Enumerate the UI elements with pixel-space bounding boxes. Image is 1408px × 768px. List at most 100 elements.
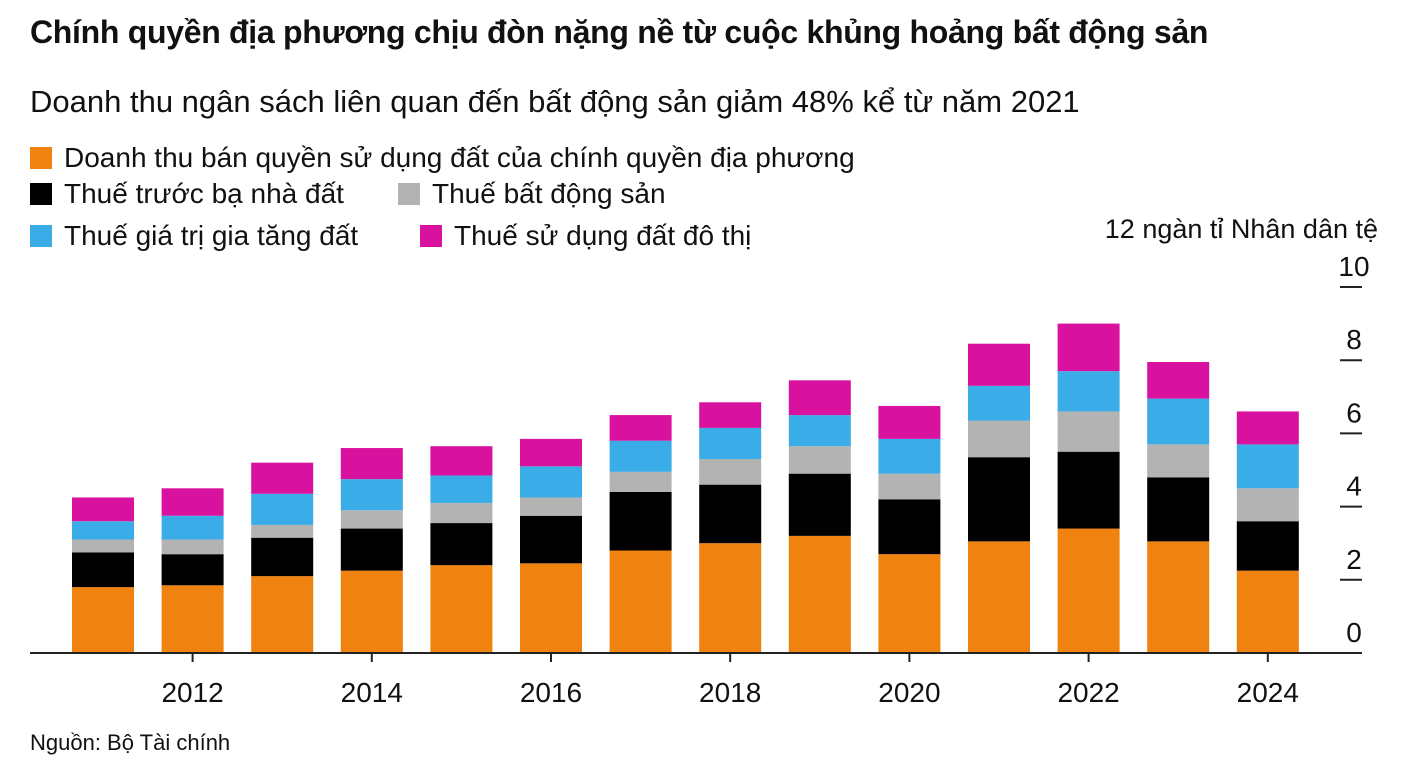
bar-segment-2017-series-2: [609, 471, 672, 492]
bar-segment-2022-series-2: [1057, 411, 1120, 452]
bar-segment-2021-series-1: [968, 457, 1030, 542]
legend-item-property-tax: Thuế bất động sản: [398, 178, 666, 210]
bar-segment-2014-series-4: [340, 448, 403, 480]
y-tick-label-0: 0: [1346, 617, 1362, 648]
legend-swatch: [30, 183, 52, 205]
bar-segment-2013-series-4: [251, 462, 314, 494]
bar-segment-2021-series-0: [968, 541, 1030, 653]
bar-segment-2024-series-1: [1236, 521, 1299, 571]
bar-segment-2014-series-1: [340, 528, 403, 571]
bar-segment-2023-series-2: [1147, 444, 1210, 478]
legend-swatch: [398, 183, 420, 205]
bar-segment-2018-series-1: [699, 484, 762, 544]
bar-segment-2021-series-3: [968, 385, 1030, 421]
legend-item-land-vat: Thuế giá trị gia tăng đất: [30, 220, 358, 252]
bar-segment-2022-series-1: [1057, 451, 1120, 529]
bar-segment-2024-series-4: [1236, 411, 1299, 445]
bar-segment-2023-series-4: [1147, 362, 1210, 399]
chart-subtitle: Doanh thu ngân sách liên quan đến bất độ…: [30, 84, 1080, 119]
bar-segment-2013-series-0: [251, 576, 314, 653]
bar-segment-2017-series-1: [609, 491, 672, 551]
bar-segment-2016-series-3: [520, 466, 582, 498]
x-tick-label-2014: 2014: [341, 677, 403, 708]
bar-segment-2012-series-3: [161, 515, 224, 540]
y-tick-label-2: 2: [1346, 544, 1362, 575]
bar-segment-2024-series-0: [1236, 570, 1299, 653]
bar-segment-2015-series-1: [430, 523, 493, 566]
bar-segment-2014-series-3: [340, 479, 403, 511]
legend-swatch: [30, 147, 52, 169]
bar-segment-2011-series-2: [72, 539, 134, 553]
bar-segment-2014-series-2: [340, 510, 403, 529]
bar-segment-2021-series-2: [968, 420, 1030, 458]
y-tick-label-8: 8: [1346, 324, 1362, 355]
bar-segment-2016-series-4: [520, 438, 582, 467]
bar-segment-2019-series-0: [788, 535, 851, 653]
bar-segment-2012-series-2: [161, 539, 224, 555]
bar-segment-2015-series-3: [430, 475, 493, 503]
bar-segment-2024-series-3: [1236, 444, 1299, 489]
bar-segment-2021-series-4: [968, 343, 1030, 386]
source-note: Nguồn: Bộ Tài chính: [30, 730, 231, 755]
x-tick-label-2020: 2020: [878, 677, 940, 708]
bar-segment-2023-series-0: [1147, 541, 1210, 653]
bar-segment-2022-series-4: [1057, 323, 1120, 372]
legend-item-urban-land-tax: Thuế sử dụng đất đô thị: [420, 220, 751, 252]
y-tick-label-6: 6: [1346, 397, 1362, 428]
y-tick-label-4: 4: [1346, 471, 1362, 502]
bar-segment-2012-series-1: [161, 554, 224, 586]
legend-label: Doanh thu bán quyền sử dụng đất của chín…: [64, 142, 855, 173]
bar-segment-2017-series-3: [609, 440, 672, 472]
legend-swatch: [30, 225, 52, 247]
bar-segment-2013-series-2: [251, 524, 314, 538]
bar-segment-2016-series-2: [520, 497, 582, 516]
bar-segment-2019-series-3: [788, 415, 851, 447]
bar-segment-2012-series-0: [161, 585, 224, 653]
x-tick-label-2022: 2022: [1057, 677, 1119, 708]
bar-segment-2011-series-1: [72, 552, 134, 588]
bar-segment-2015-series-4: [430, 446, 493, 476]
bar-segment-2011-series-0: [72, 587, 134, 653]
bar-segment-2020-series-2: [878, 473, 941, 500]
bar-segment-2023-series-3: [1147, 398, 1210, 445]
bar-segment-2020-series-4: [878, 405, 941, 439]
legend-label: Thuế bất động sản: [432, 178, 666, 209]
bar-segment-2020-series-3: [878, 438, 941, 474]
bar-segment-2015-series-2: [430, 502, 493, 524]
bar-segment-2019-series-1: [788, 473, 851, 536]
bar-segment-2018-series-2: [699, 459, 762, 485]
y-tick-label-10: 10: [1338, 251, 1369, 282]
legend-swatch: [420, 225, 442, 247]
x-tick-label-2024: 2024: [1237, 677, 1299, 708]
bar-segment-2011-series-4: [72, 497, 134, 522]
legend-item-deed-tax: Thuế trước bạ nhà đất: [30, 178, 344, 210]
bar-segment-2018-series-3: [699, 427, 762, 460]
bar-segment-2024-series-2: [1236, 488, 1299, 522]
bar-segment-2023-series-1: [1147, 477, 1210, 542]
bar-segment-2020-series-0: [878, 554, 941, 653]
bar-segment-2011-series-3: [72, 521, 134, 540]
bar-segment-2012-series-4: [161, 488, 224, 516]
chart-title: Chính quyền địa phương chịu đòn nặng nề …: [30, 14, 1209, 50]
bar-segment-2016-series-1: [520, 515, 582, 564]
bar-segment-2022-series-0: [1057, 528, 1120, 653]
bar-segment-2022-series-3: [1057, 371, 1120, 412]
bar-segment-2018-series-4: [699, 402, 762, 428]
legend-label: Thuế giá trị gia tăng đất: [64, 220, 359, 251]
x-tick-label-2012: 2012: [161, 677, 223, 708]
bar-segment-2020-series-1: [878, 499, 941, 555]
legend-label: Thuế sử dụng đất đô thị: [454, 220, 752, 251]
bar-segment-2016-series-0: [520, 563, 582, 653]
bar-segment-2013-series-1: [251, 537, 314, 577]
bar-segment-2018-series-0: [699, 543, 762, 653]
x-tick-label-2018: 2018: [699, 677, 761, 708]
legend-item-land-sales: Doanh thu bán quyền sử dụng đất của chín…: [30, 142, 855, 174]
bar-segment-2017-series-0: [609, 550, 672, 653]
bar-segment-2013-series-3: [251, 493, 314, 525]
y-axis-unit-label: 12 ngàn tỉ Nhân dân tệ: [1104, 214, 1378, 244]
x-tick-label-2016: 2016: [520, 677, 582, 708]
legend-label: Thuế trước bạ nhà đất: [64, 178, 344, 209]
bar-segment-2014-series-0: [340, 570, 403, 653]
bar-segment-2019-series-2: [788, 446, 851, 474]
